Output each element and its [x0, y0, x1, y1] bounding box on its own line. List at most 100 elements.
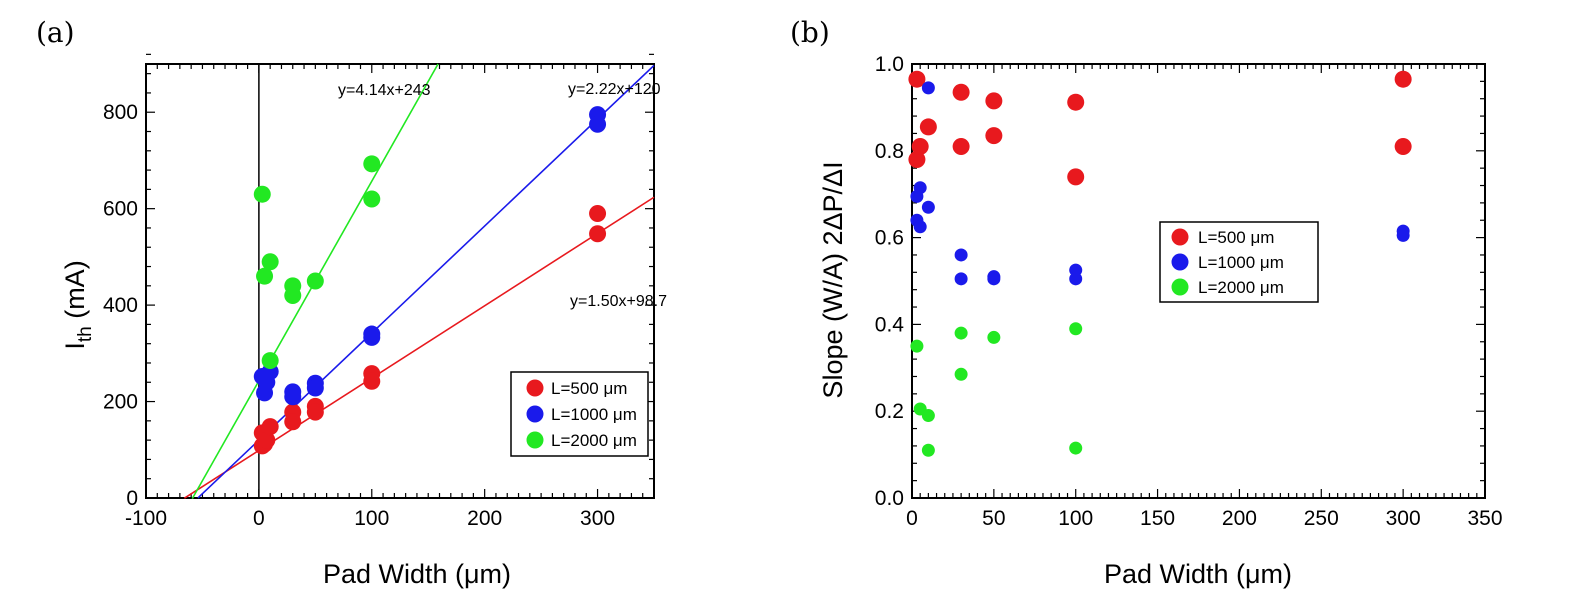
- panel-a-data-points: [253, 106, 607, 455]
- panel-b-data-point: [908, 70, 926, 88]
- panel-b-data-point: [952, 137, 970, 155]
- panel-b-data-point: [1069, 441, 1083, 455]
- panel-a-y-tick-label: 400: [103, 294, 138, 317]
- panel-a-x-tick-label: 100: [354, 507, 389, 530]
- panel-b-data-point: [921, 409, 935, 423]
- panel-a-data-point: [363, 155, 381, 173]
- panel-b-label: (b): [790, 16, 830, 49]
- panel-b-x-tick-label: 300: [1386, 507, 1421, 530]
- panel-b-y-tick-label: 0.2: [875, 400, 904, 423]
- panel-b-data-point: [987, 272, 1001, 286]
- panel-a-x-tick-label: 200: [467, 507, 502, 530]
- panel-b-x-tick-label: 200: [1222, 507, 1257, 530]
- panel-b-data-point: [1069, 322, 1083, 336]
- panel-a-data-point: [363, 190, 381, 208]
- panel-b-x-tick-label: 350: [1467, 507, 1502, 530]
- panel-b-data-point: [952, 83, 970, 101]
- panel-a-legend-label: L=2000 μm: [551, 431, 637, 450]
- panel-a: (a) Pad Width (μm) Ith (mA) -100 0 100 200 3…: [36, 16, 667, 589]
- panel-b-data-point: [921, 443, 935, 457]
- panel-a-data-point: [256, 267, 274, 285]
- panel-a-legend-marker: [526, 379, 544, 397]
- panel-a-data-point: [261, 253, 279, 271]
- panel-b-legend-label: L=2000 μm: [1198, 278, 1284, 297]
- panel-b-data-point: [954, 326, 968, 340]
- panel-a-data-point: [306, 272, 324, 290]
- panel-b-x-axis-title: Pad Width (μm): [1104, 559, 1292, 589]
- panel-b-y-axis-title: Slope (W/A) 2ΔP/ΔI: [818, 161, 848, 398]
- panel-a-label: (a): [36, 16, 75, 49]
- panel-a-data-point: [261, 352, 279, 370]
- panel-a-data-point: [363, 328, 381, 346]
- panel-b-data-point: [921, 81, 935, 95]
- panel-b-y-tick-label: 0.6: [875, 227, 904, 250]
- panel-a-data-point: [284, 286, 302, 304]
- panel-b-data-point: [987, 330, 1001, 344]
- panel-b-data-point: [954, 248, 968, 262]
- panel-b-data-point: [1069, 272, 1083, 286]
- panel-b-data-point: [919, 118, 937, 136]
- panel-a-x-tick-label: 300: [580, 507, 615, 530]
- panel-a-data-point: [589, 204, 607, 222]
- panel-a-data-point: [363, 372, 381, 390]
- panel-b-data-point: [1394, 137, 1412, 155]
- panel-a-legend-marker: [526, 431, 544, 449]
- panel-b-y-tick-label: 0.8: [875, 140, 904, 163]
- panel-a-data-point: [589, 115, 607, 133]
- panel-a-legend-label: L=1000 μm: [551, 405, 637, 424]
- panel-a-plot-frame: [145, 63, 655, 499]
- panel-b-x-tick-label: 0: [906, 507, 918, 530]
- panel-a-y-tick-label: 0: [126, 487, 138, 510]
- panel-a-data-point: [253, 185, 271, 203]
- panel-a-fit-equation: y=4.14x+243: [338, 82, 431, 99]
- panel-b: (b) Pad Width (μm) Slope (W/A) 2ΔP/ΔI 0 5…: [790, 16, 1503, 589]
- panel-b-data-point: [1067, 168, 1085, 186]
- panel-b-data-point: [954, 272, 968, 286]
- panel-a-legend-label: L=500 μm: [551, 379, 627, 398]
- panel-b-data-point: [954, 367, 968, 381]
- panel-b-data-points: [908, 70, 1412, 457]
- panel-a-x-tick-label: -100: [125, 507, 167, 530]
- panel-b-data-point: [911, 137, 929, 155]
- panel-b-y-tick-label: 0.4: [875, 313, 905, 336]
- panel-b-y-tick-label: 1.0: [875, 53, 904, 76]
- panel-a-y-axis-title: Ith (mA): [60, 260, 96, 349]
- panel-b-axes: 0 50 100 150 200 250 300 350 0.0 0.2 0.4 0.6 0.8 1.0: [875, 53, 1503, 530]
- panel-b-x-tick-label: 150: [1140, 507, 1175, 530]
- panel-b-legend-marker: [1171, 253, 1189, 271]
- panel-b-x-tick-label: 100: [1058, 507, 1093, 530]
- panel-b-data-point: [908, 150, 926, 168]
- panel-a-y-tick-label: 600: [103, 198, 138, 221]
- panel-a-data-point: [306, 379, 324, 397]
- panel-a-y-tick-label: 200: [103, 391, 138, 414]
- panel-a-data-point: [258, 431, 276, 449]
- panel-b-legend-label: L=1000 μm: [1198, 253, 1284, 272]
- panel-a-fit-equation: y=1.50x+98.7: [570, 293, 667, 310]
- panel-b-data-point: [910, 339, 924, 353]
- panel-b-legend-marker: [1171, 278, 1189, 296]
- panel-b-x-tick-label: 50: [982, 507, 1005, 530]
- panel-b-data-point: [1394, 70, 1412, 88]
- panel-a-data-point: [306, 403, 324, 421]
- panel-a-x-axis-title: Pad Width (μm): [323, 559, 511, 589]
- panel-a-legend-marker: [526, 405, 544, 423]
- panel-b-legend: L=500 μm L=1000 μm L=2000 μm: [1159, 221, 1319, 303]
- panel-b-x-tick-label: 250: [1304, 507, 1339, 530]
- panel-b-legend-marker: [1171, 228, 1189, 246]
- panel-b-data-point: [913, 181, 927, 195]
- panel-b-legend-label: L=500 μm: [1198, 228, 1274, 247]
- panel-a-fit-equation: y=2.22x+120: [568, 81, 661, 98]
- panel-b-data-point: [1067, 93, 1085, 111]
- panel-b-data-point: [985, 127, 1003, 145]
- panel-a-fit-annotations: y=1.50x+98.7 y=2.22x+120 y=4.14x+243: [338, 81, 667, 310]
- panel-b-data-point: [921, 200, 935, 214]
- panel-a-y-tick-label: 800: [103, 101, 138, 124]
- panel-a-data-point: [284, 413, 302, 431]
- panel-a-legend: L=500 μm L=1000 μm L=2000 μm: [510, 371, 649, 457]
- panel-a-x-tick-label: 0: [253, 507, 265, 530]
- panel-b-y-tick-label: 0.0: [875, 487, 904, 510]
- panel-a-data-point: [261, 418, 279, 436]
- panel-b-data-point: [913, 220, 927, 234]
